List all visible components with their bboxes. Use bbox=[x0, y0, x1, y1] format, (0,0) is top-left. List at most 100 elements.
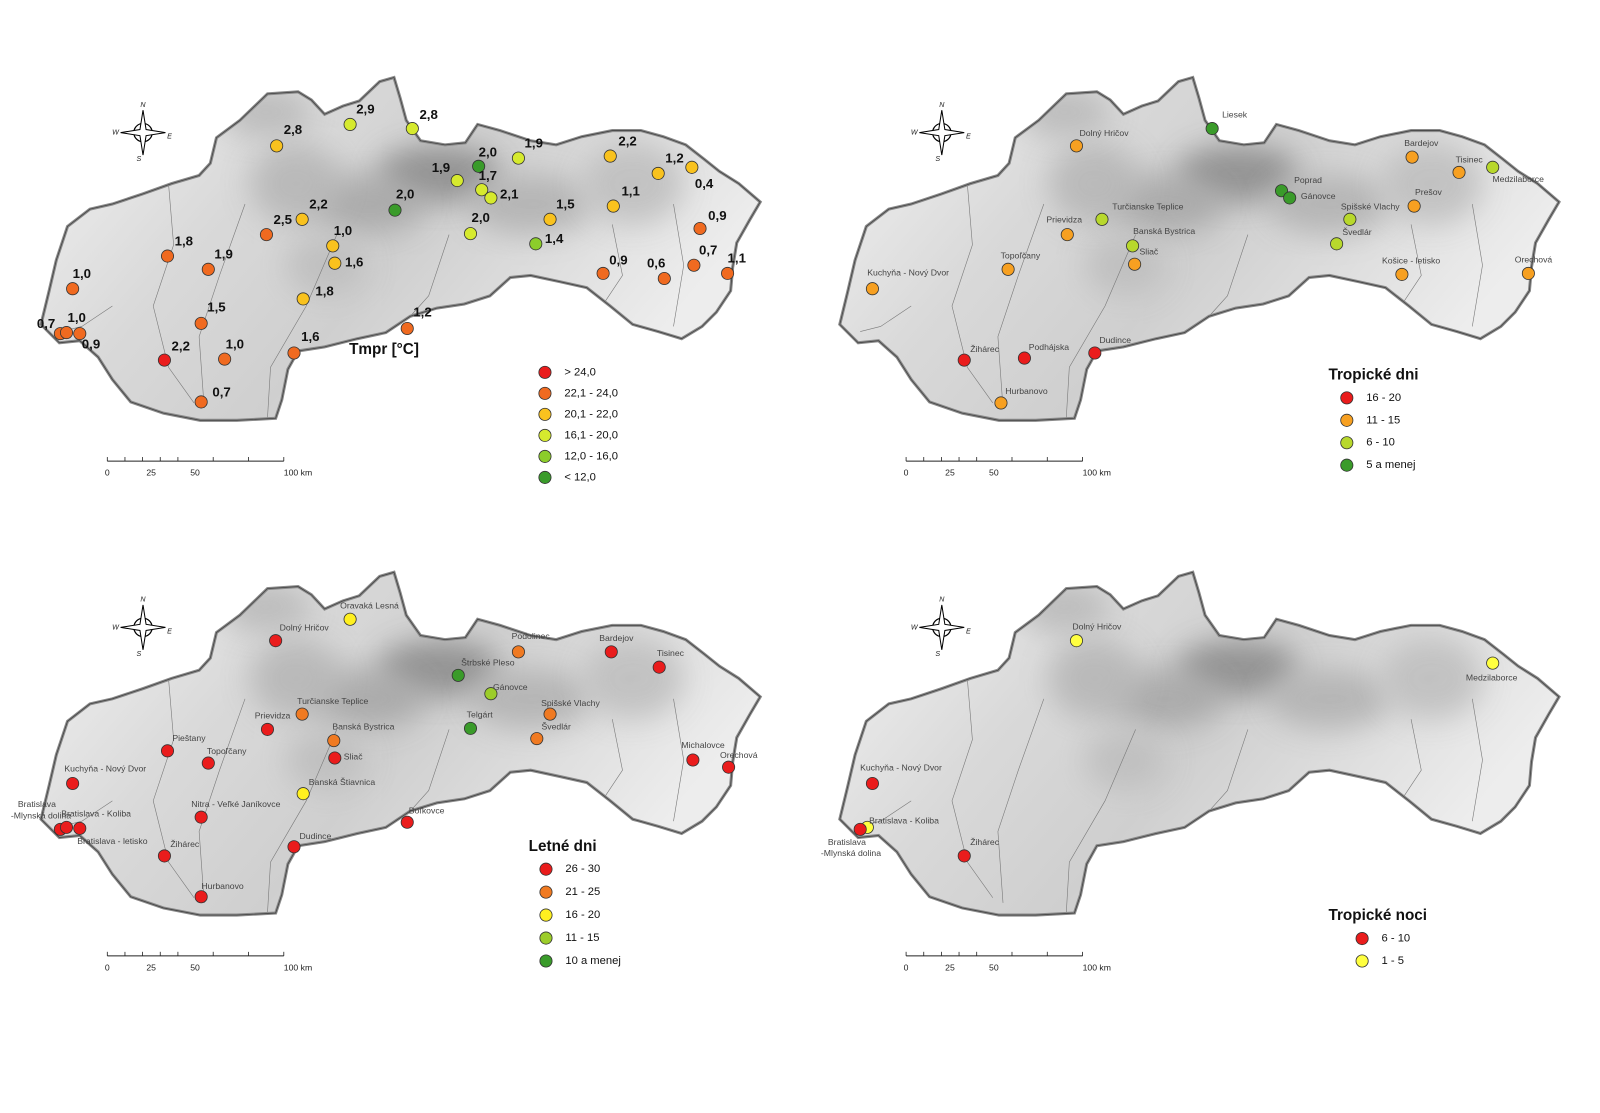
compass-star bbox=[120, 604, 166, 650]
compass-label: S bbox=[935, 155, 940, 163]
station-label: 0,4 bbox=[695, 176, 714, 191]
compass-label: S bbox=[935, 650, 940, 658]
compass-label: E bbox=[167, 627, 172, 635]
station bbox=[1343, 212, 1357, 226]
station bbox=[685, 160, 699, 174]
station-label: Bardejov bbox=[1404, 138, 1439, 148]
station-label: Dolný Hričov bbox=[1072, 622, 1122, 632]
station-label: 2,5 bbox=[274, 212, 292, 227]
station bbox=[1486, 656, 1500, 670]
station bbox=[463, 227, 478, 241]
station bbox=[463, 721, 478, 735]
river-basin-line bbox=[410, 729, 450, 812]
compass-star bbox=[919, 110, 965, 156]
compass-star bbox=[120, 110, 166, 156]
station bbox=[657, 271, 671, 286]
station bbox=[73, 327, 87, 341]
station-label: Hurbanovo bbox=[1005, 386, 1048, 396]
station-label: 1,5 bbox=[556, 197, 574, 212]
station bbox=[1069, 634, 1083, 648]
station bbox=[194, 890, 208, 904]
station bbox=[596, 266, 610, 280]
mountain bbox=[250, 142, 342, 225]
legend-label: 26 - 30 bbox=[565, 863, 600, 875]
scale-label: 25 bbox=[945, 962, 955, 972]
station-label: 2,9 bbox=[356, 102, 374, 117]
legend-label: 11 - 15 bbox=[565, 932, 599, 944]
map: N W E S 0 25 50 100 km Dolný Hričov Medzilaborce K… bbox=[821, 570, 1561, 972]
station bbox=[1017, 351, 1031, 365]
station bbox=[218, 352, 232, 366]
station bbox=[296, 787, 310, 801]
river-basin-line bbox=[198, 203, 246, 409]
station bbox=[603, 149, 617, 163]
river-basin-line bbox=[951, 678, 994, 898]
river-basin-line bbox=[1400, 224, 1422, 307]
station bbox=[328, 751, 342, 765]
station bbox=[1407, 199, 1421, 213]
station-label: Telgárt bbox=[467, 709, 494, 719]
scale-label: 0 bbox=[904, 962, 909, 972]
river-basin-line bbox=[860, 305, 912, 332]
legend-label: 6 - 10 bbox=[1381, 933, 1410, 945]
station bbox=[865, 776, 879, 791]
station-label: Žihárec bbox=[970, 344, 1000, 354]
station-label: Prešov bbox=[1415, 187, 1443, 197]
river-basin-line bbox=[1208, 234, 1249, 317]
relief bbox=[61, 86, 685, 419]
legend-symbol bbox=[1355, 954, 1369, 968]
compass-label: N bbox=[939, 596, 945, 604]
legend-symbol bbox=[1340, 413, 1354, 427]
station-label: Liesek bbox=[1222, 110, 1248, 120]
station-label: Švedlár bbox=[1342, 227, 1371, 237]
station-label: 0,9 bbox=[609, 253, 627, 268]
station-label: 2,8 bbox=[284, 122, 302, 137]
legend-label: 10 a menej bbox=[565, 955, 621, 967]
river-basin-line bbox=[951, 183, 994, 404]
river-basin-line bbox=[267, 234, 338, 419]
legend-symbol bbox=[539, 908, 553, 922]
scale-label: 0 bbox=[904, 468, 909, 478]
station bbox=[853, 822, 867, 836]
compass-label: E bbox=[966, 133, 971, 141]
country bbox=[40, 77, 761, 421]
station-label: 1,0 bbox=[226, 336, 244, 351]
station-label: 1,0 bbox=[67, 310, 85, 325]
station bbox=[606, 199, 620, 213]
station-label: 2,0 bbox=[396, 186, 414, 201]
station bbox=[343, 117, 357, 131]
compass-label: W bbox=[911, 623, 919, 631]
river-basin-line bbox=[601, 224, 623, 307]
compass-star bbox=[919, 604, 965, 650]
compass-label: E bbox=[167, 133, 172, 141]
station-label: 2,0 bbox=[471, 210, 489, 225]
station bbox=[1452, 165, 1466, 179]
mountain bbox=[469, 668, 592, 730]
legend-symbol bbox=[539, 862, 553, 876]
station bbox=[1521, 266, 1535, 280]
river-basin-line bbox=[1065, 234, 1136, 419]
station bbox=[388, 203, 402, 217]
station-label: 1,6 bbox=[301, 329, 319, 344]
mountain bbox=[1048, 637, 1141, 720]
station-label: Gánovce bbox=[493, 682, 528, 692]
scale-label: 100 km bbox=[1083, 468, 1111, 478]
scale-label: 25 bbox=[945, 468, 955, 478]
station bbox=[270, 139, 284, 153]
station-label: Prievidza bbox=[1046, 215, 1082, 225]
station-label: Dudince bbox=[1099, 335, 1131, 345]
station-label: Žihárec bbox=[170, 839, 200, 849]
station-label: Košice - letisko bbox=[1382, 255, 1440, 265]
relief bbox=[860, 86, 1483, 419]
river-basin-line bbox=[1065, 729, 1136, 914]
compass-label: N bbox=[140, 101, 146, 109]
station bbox=[451, 668, 465, 682]
station-label: Nitra - Veľké Janíkovce bbox=[191, 799, 280, 809]
station bbox=[957, 849, 971, 863]
station-label: 2,2 bbox=[309, 197, 327, 212]
station bbox=[652, 660, 666, 674]
station bbox=[1405, 150, 1419, 164]
station-label: Topoľčany bbox=[1001, 250, 1041, 260]
station-label: Michalovce bbox=[681, 740, 724, 750]
scale-label: 50 bbox=[989, 468, 999, 478]
